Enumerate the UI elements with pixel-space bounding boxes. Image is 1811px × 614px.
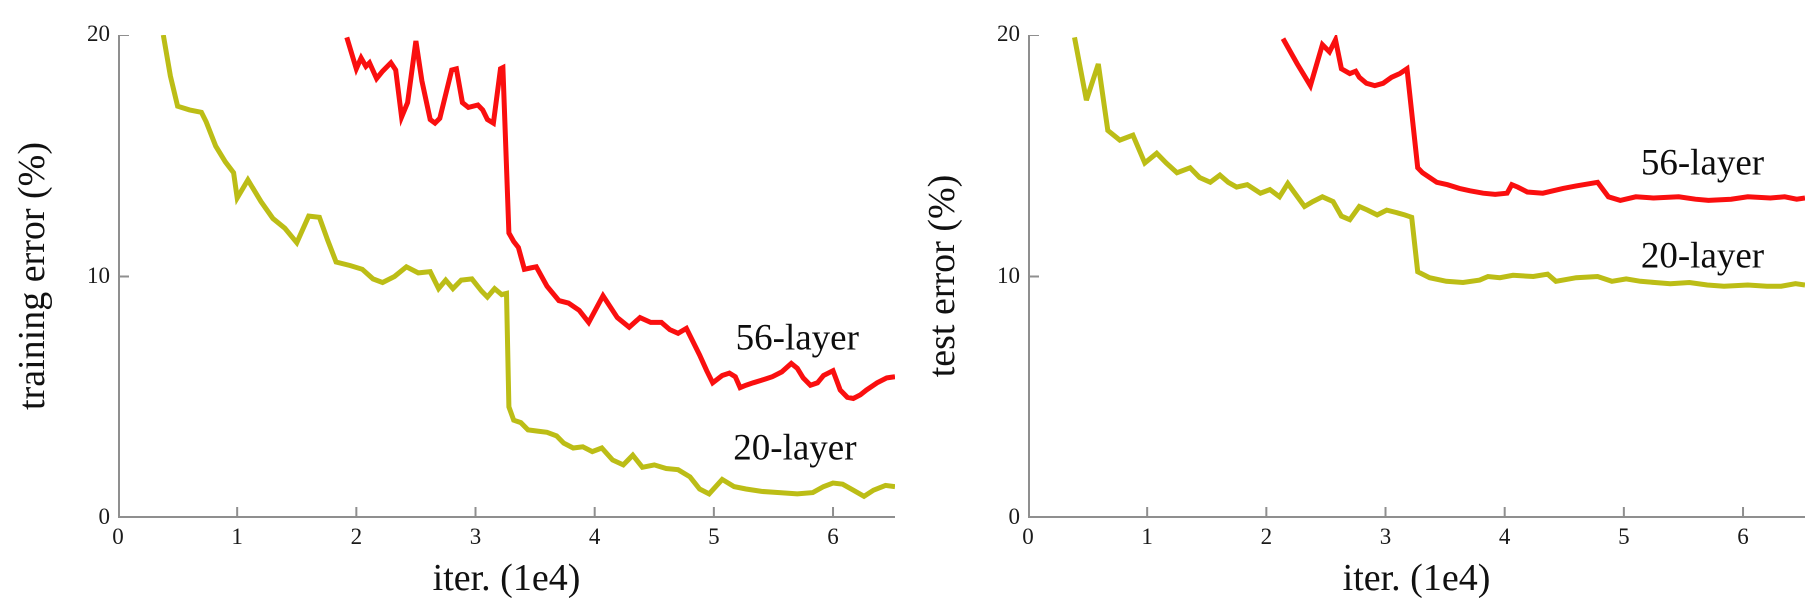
plot-area: 56-layer 20-layer [1028, 35, 1805, 518]
x-tick-label: 5 [1618, 524, 1630, 549]
tick-marks [118, 35, 835, 518]
x-tick-label: 3 [469, 524, 482, 549]
y-axis-title: test error (%) [921, 174, 963, 378]
series-label-56-layer: 56-layer [1640, 142, 1765, 184]
y-tick-label: 10 [997, 262, 1020, 288]
x-tick-label: 2 [1260, 524, 1273, 549]
series-line-56-layer [1280, 35, 1805, 203]
x-tick-label: 6 [1737, 524, 1749, 549]
tick-marks [1028, 35, 1745, 518]
plot-area: 56-layer 20-layer [118, 35, 895, 518]
series-label-20-layer: 20-layer [733, 427, 857, 469]
x-tick-label: 1 [231, 524, 243, 549]
x-axis-title: iter. (1e4) [1342, 557, 1491, 599]
series-label-56-layer: 56-layer [735, 317, 859, 359]
x-tick-label: 4 [588, 524, 601, 549]
x-tick-label: 3 [1379, 524, 1392, 549]
test-error-chart: test error (%) 56-layer 20-layer iter. (1… [910, 0, 1811, 614]
series-line-56-layer [344, 36, 895, 402]
y-axis-title: training error (%) [11, 142, 53, 410]
x-tick-label: 1 [1141, 524, 1153, 549]
series-line-20-layer [160, 35, 895, 500]
series-line-20-layer [1072, 36, 1805, 289]
x-axis-title: iter. (1e4) [432, 557, 581, 599]
y-tick-label: 10 [87, 262, 110, 288]
chart-canvas [1028, 35, 1805, 518]
training-error-chart: training error (%) 56-layer 20-layer iter… [0, 0, 905, 614]
x-tick-label: 4 [1498, 524, 1511, 549]
x-tick-label: 6 [827, 524, 839, 549]
x-tick-label: 5 [708, 524, 720, 549]
x-tick-label: 0 [1022, 524, 1034, 549]
y-tick-label: 0 [1008, 504, 1021, 529]
y-tick-label: 20 [997, 21, 1020, 46]
y-tick-label: 20 [87, 21, 110, 46]
series-label-20-layer: 20-layer [1640, 235, 1765, 277]
y-tick-label: 0 [98, 504, 111, 529]
x-tick-label: 0 [112, 524, 124, 549]
chart-canvas [118, 35, 895, 518]
x-tick-label: 2 [350, 524, 363, 549]
